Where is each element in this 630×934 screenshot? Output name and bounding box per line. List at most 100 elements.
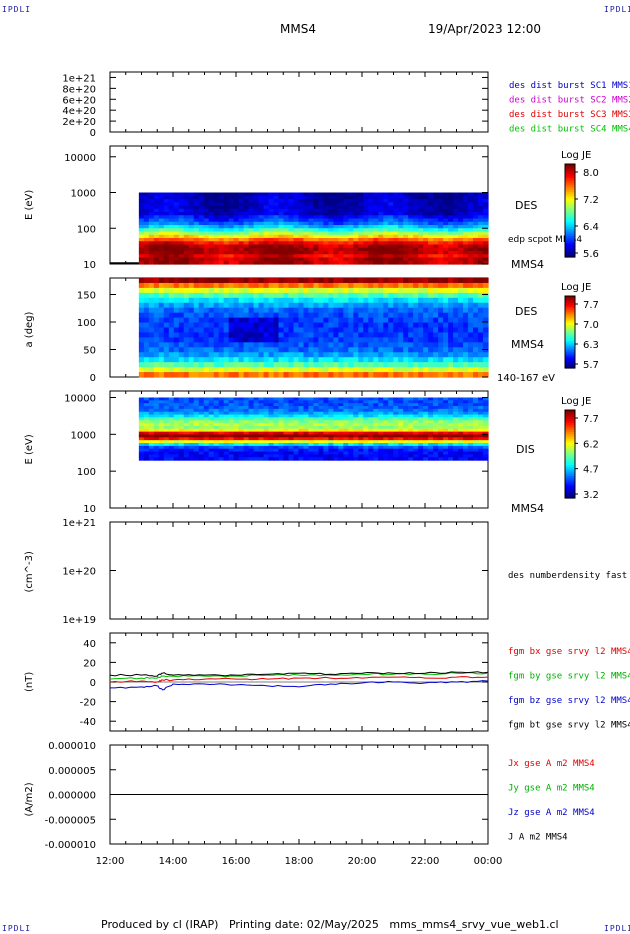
des-energy-cell — [398, 208, 404, 213]
des-pitch-cell — [323, 337, 329, 343]
des-energy-cell — [228, 199, 235, 203]
dis-energy-cell — [268, 423, 275, 427]
des-pitch-cell — [283, 357, 290, 363]
des-pitch-cell — [163, 287, 170, 294]
des-pitch-cell — [138, 362, 145, 368]
des-energy-cell — [228, 238, 235, 242]
des-pitch-cell — [328, 362, 334, 368]
des-pitch-label: DES — [515, 305, 537, 318]
des-energy-cell — [228, 205, 235, 210]
des-energy-cell — [278, 228, 285, 233]
dis-energy-cell — [388, 406, 394, 410]
des-pitch-cell — [168, 317, 175, 324]
dis-energy-cell — [208, 457, 215, 461]
des-pitch-cell — [183, 332, 190, 338]
des-pitch-cell — [148, 357, 155, 363]
dis-energy-cell — [238, 457, 245, 461]
des-pitch-cell — [303, 312, 310, 319]
dis-energy-cell — [478, 403, 484, 407]
des-pitch-cell — [193, 312, 200, 319]
dis-energy-cell — [138, 406, 145, 410]
des-pitch-panel-ytick-label: 100 — [77, 318, 96, 329]
des-pitch-cell — [148, 352, 155, 358]
des-energy-cell — [298, 257, 305, 262]
des-pitch-cell — [188, 352, 195, 358]
des-energy-cell — [468, 231, 474, 236]
des-energy-cell — [398, 212, 404, 216]
des-pitch-cell — [398, 367, 404, 373]
des-pitch-cell — [473, 287, 479, 294]
dis-energy-cell — [398, 440, 404, 444]
dis-energy-cell — [173, 411, 180, 416]
des-energy-cell — [368, 231, 374, 236]
des-pitch-cell — [358, 317, 364, 324]
dis-energy-panel-ytick-label: 10000 — [64, 393, 96, 404]
des-energy-cell — [438, 221, 444, 226]
des-pitch-cell — [173, 357, 180, 363]
dis-energy-cell — [483, 440, 489, 444]
des-pitch-panel-ytick-label: 50 — [83, 346, 96, 357]
dis-energy-cell — [373, 451, 379, 455]
des-pitch-cell — [388, 337, 394, 343]
des-energy-cell — [168, 247, 175, 252]
des-energy-cell — [238, 257, 245, 262]
dis-energy-cell — [448, 411, 454, 416]
des-energy-cell — [478, 228, 484, 233]
dis-energy-cell — [333, 417, 339, 421]
dis-energy-cell — [203, 434, 210, 438]
des-pitch-cell — [213, 278, 220, 284]
des-energy-cell — [318, 195, 325, 200]
dis-energy-cell — [288, 451, 295, 455]
des-pitch-cell — [388, 327, 394, 334]
des-pitch-cell — [158, 322, 165, 329]
des-pitch-cell — [153, 307, 160, 314]
dis-energy-cell — [478, 406, 484, 410]
des-pitch-cell — [203, 337, 210, 343]
des-energy-cell — [168, 202, 175, 207]
des-energy-cell — [398, 221, 404, 226]
des-energy-cell — [248, 247, 255, 252]
dis-energy-cell — [478, 451, 484, 455]
dis-energy-cell — [413, 423, 419, 427]
des-pitch-cell — [208, 297, 215, 304]
des-pitch-cell — [483, 352, 489, 358]
des-pitch-cell — [183, 357, 190, 363]
dis-energy-cell — [153, 431, 160, 436]
des-pitch-cell — [248, 312, 255, 319]
des-energy-cell — [408, 254, 414, 259]
des-energy-cell — [338, 208, 344, 213]
des-pitch-cell — [363, 357, 369, 363]
des-energy-cell — [228, 218, 235, 223]
des-pitch-cell — [258, 317, 265, 324]
dis-energy-colorbar-step — [565, 478, 575, 481]
des-pitch-cell — [418, 362, 424, 368]
des-energy-cell — [368, 228, 374, 233]
des-energy-cell — [293, 205, 300, 210]
des-energy-cell — [143, 247, 150, 252]
des-energy-cell — [163, 202, 170, 207]
dis-energy-cell — [183, 400, 190, 404]
des-energy-cell — [413, 218, 419, 223]
des-energy-cell — [378, 244, 384, 249]
des-energy-cell — [183, 212, 190, 216]
des-energy-cell — [373, 244, 379, 249]
dis-energy-cell — [218, 428, 225, 433]
date-time-title: 19/Apr/2023 12:00 — [428, 22, 542, 36]
dis-energy-cell — [233, 457, 240, 461]
des-energy-cell — [218, 231, 225, 236]
dis-energy-cell — [373, 414, 379, 419]
des-pitch-cell — [143, 327, 150, 334]
des-energy-cell — [468, 199, 474, 203]
des-energy-cell — [268, 247, 275, 252]
des-pitch-cell — [263, 352, 270, 358]
des-energy-cell — [448, 225, 454, 229]
des-pitch-cell — [328, 332, 334, 338]
des-pitch-cell — [223, 312, 230, 319]
des-energy-cell — [283, 247, 290, 252]
des-energy-cell — [288, 221, 295, 226]
des-energy-cell — [348, 231, 354, 236]
des-energy-cell — [238, 192, 245, 197]
des-energy-cell — [173, 260, 180, 265]
dis-energy-cell — [258, 454, 265, 458]
dis-energy-cell — [383, 443, 389, 447]
